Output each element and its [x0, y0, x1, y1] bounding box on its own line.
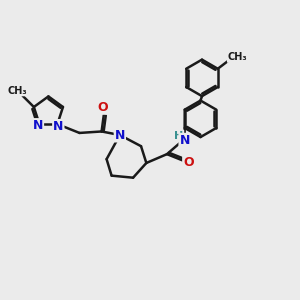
Text: N: N: [179, 134, 190, 147]
Text: O: O: [183, 156, 194, 169]
Text: O: O: [97, 101, 108, 114]
Text: CH₃: CH₃: [8, 85, 27, 95]
Text: N: N: [115, 128, 125, 142]
Text: CH₃: CH₃: [228, 52, 247, 62]
Text: N: N: [53, 120, 64, 133]
Text: H: H: [174, 130, 183, 141]
Text: N: N: [33, 119, 43, 132]
